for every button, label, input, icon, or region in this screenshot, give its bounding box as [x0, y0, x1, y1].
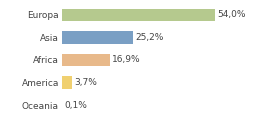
Text: 25,2%: 25,2%: [135, 33, 164, 42]
Bar: [62, 54, 109, 66]
Text: 54,0%: 54,0%: [217, 10, 246, 19]
Bar: [62, 76, 72, 89]
Text: 16,9%: 16,9%: [112, 55, 141, 64]
Text: 0,1%: 0,1%: [64, 101, 87, 110]
Bar: [62, 31, 133, 44]
Text: 3,7%: 3,7%: [74, 78, 97, 87]
Bar: [62, 9, 215, 21]
